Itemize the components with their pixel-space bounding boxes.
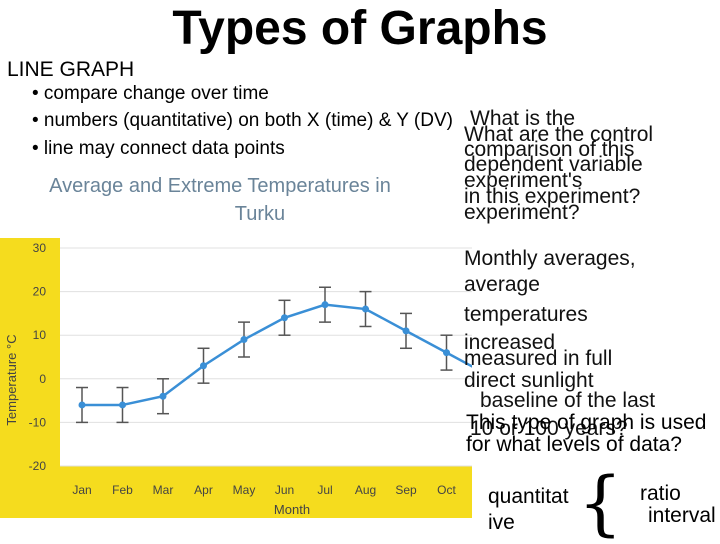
- y-tick-label: 0: [39, 372, 46, 386]
- x-tick-label: Feb: [112, 483, 133, 497]
- overlay-question-text: dependent variable: [464, 153, 643, 176]
- brace-glyph: {: [578, 462, 623, 544]
- slide-title: Types of Graphs: [172, 2, 548, 55]
- y-tick-label: 20: [33, 285, 47, 299]
- x-tick-label: Jan: [72, 483, 91, 497]
- option-ratio: ratio: [640, 482, 681, 505]
- x-tick-label: May: [233, 483, 256, 497]
- x-tick-label: Jun: [275, 483, 294, 497]
- y-tick-labels: 30 20 10 0 -10 -20: [29, 241, 47, 473]
- overlay-question-text: temperatures: [464, 303, 588, 326]
- overlay-question-text: baseline of the last: [480, 389, 656, 412]
- bullet-item: • numbers (quantitative) on both X (time…: [32, 110, 453, 131]
- data-point: [402, 327, 410, 335]
- overlay-question-text: direct sunlight: [464, 369, 594, 392]
- x-tick-label: Sep: [395, 483, 417, 497]
- grid-lines: [60, 247, 472, 467]
- question-text: This type of graph is used for what leve…: [466, 412, 716, 456]
- temperature-chart: Average and Extreme Temperatures in Turk…: [0, 175, 472, 518]
- x-axis-label: Month: [274, 502, 310, 517]
- data-point: [321, 301, 329, 309]
- section-heading: LINE GRAPH: [7, 58, 135, 81]
- question-span: This type of graph is used for what leve…: [466, 411, 707, 456]
- data-point: [240, 336, 248, 344]
- bullet-item: • compare change over time: [32, 83, 269, 104]
- data-points: [78, 301, 450, 409]
- y-tick-label: -10: [29, 415, 47, 429]
- overlay-question-text: in this experiment?: [464, 185, 641, 208]
- xaxis-background: [60, 466, 472, 518]
- y-axis-label: Temperature °C: [4, 334, 19, 425]
- x-tick-label: Oct: [437, 483, 456, 497]
- data-point: [119, 401, 126, 409]
- overlay-question-text: increased: [464, 331, 556, 354]
- data-point: [159, 392, 167, 400]
- data-point: [78, 401, 86, 409]
- x-tick-label: Aug: [355, 483, 376, 497]
- x-tick-label: Jul: [317, 483, 332, 497]
- x-tick-label: Mar: [153, 483, 174, 497]
- data-point: [443, 349, 450, 357]
- answer-word: quantitative: [488, 485, 569, 534]
- chart-title-line2: Turku: [235, 203, 285, 225]
- data-point: [281, 314, 288, 322]
- overlay-question-text: experiment?: [464, 201, 580, 224]
- overlay-question-text: experiment's: [464, 169, 583, 192]
- y-tick-label: -20: [29, 459, 47, 473]
- data-point: [200, 362, 207, 370]
- overlay-question-text: comparison of this: [464, 138, 635, 161]
- overlay-question-text: measured in full: [464, 347, 613, 370]
- overlay-question-text: 10 or 100 years?: [470, 417, 628, 440]
- x-tick-label: Apr: [194, 483, 213, 497]
- overlay-question-text: What are the control: [464, 123, 654, 146]
- chart-container: Average and Extreme Temperatures in Turk…: [0, 160, 472, 540]
- bullet-item: • line may connect data points: [32, 138, 285, 159]
- y-tick-label: 30: [33, 241, 47, 255]
- overlay-question-text: average: [464, 273, 540, 296]
- option-interval: interval: [648, 504, 716, 527]
- overlay-question-text: Monthly averages,: [464, 247, 636, 270]
- data-point: [362, 305, 369, 313]
- yaxis-background: [0, 238, 60, 518]
- overlay-question-text: What is the: [470, 107, 576, 130]
- x-tick-labels: JanFebMarAprMayJunJulAugSepOctNov: [72, 483, 456, 497]
- y-tick-label: 10: [33, 328, 47, 342]
- chart-title: Average and Extreme Temperatures in: [49, 175, 391, 197]
